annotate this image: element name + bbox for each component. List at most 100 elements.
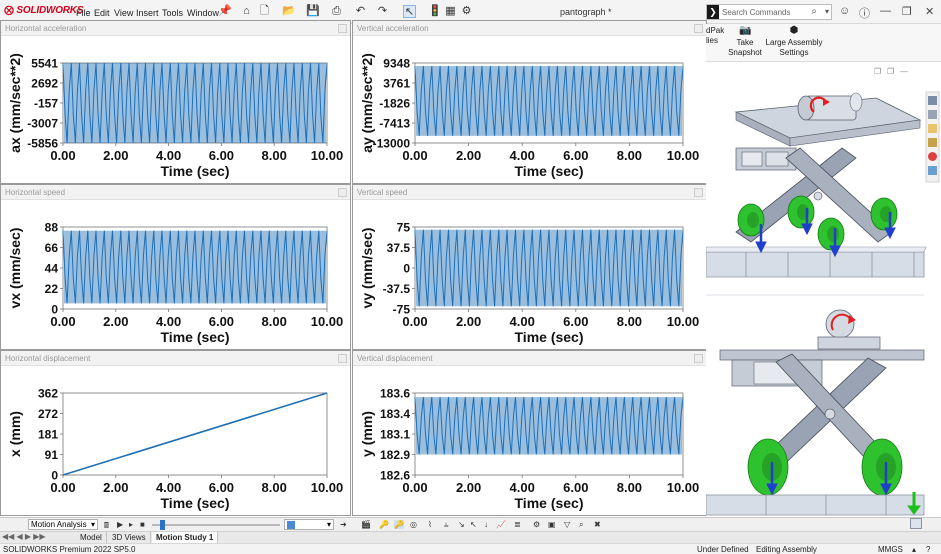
y-tick-label: 272 — [38, 407, 58, 421]
help-icon[interactable]: ⓘ — [859, 8, 870, 20]
unit-system[interactable]: MMGS — [878, 545, 903, 554]
playback-slider-thumb[interactable] — [160, 520, 165, 530]
plot-vertical-displacement[interactable]: Vertical displacement 0.00 2.00 4.00 6.00 8.… — [352, 350, 707, 516]
tab-scroll-icons[interactable]: ◀◀ ◀ ▶ ▶▶ — [2, 532, 46, 541]
undo-icon[interactable]: ↶ — [355, 5, 366, 17]
home-icon[interactable]: ⌂ — [243, 5, 250, 17]
plot-close-icon[interactable] — [338, 188, 347, 197]
user-icon[interactable]: ☺ — [839, 5, 851, 17]
options-gear-icon[interactable]: ⚙ — [461, 5, 472, 17]
plot-horizontal-speed[interactable]: Horizontal speed 0.00 2.00 4.00 6.00 8.00 10.… — [0, 184, 351, 350]
print-icon[interactable]: ⎙ — [332, 5, 341, 17]
force-icon[interactable]: ↘ — [458, 520, 465, 529]
y-tick-label: 0 — [51, 303, 58, 317]
wheel-4 — [870, 197, 898, 231]
menu-file[interactable]: File — [76, 8, 91, 18]
commandmanager-ribbon: dPak lies 📷 Take Snapshot ⬢ Large Assemb… — [706, 24, 941, 62]
y-tick-label: 182.6 — [380, 469, 410, 483]
collapse-icon[interactable]: ▣ — [548, 520, 556, 529]
x-tick-label: 8.00 — [617, 314, 642, 329]
gravity-icon[interactable]: ↓ — [484, 520, 488, 529]
large-assembly-settings-button[interactable]: ⬢ Large Assembly Settings — [765, 25, 823, 58]
motor-icon[interactable]: ◎ — [410, 520, 417, 529]
series-band — [416, 397, 682, 455]
plot-close-icon[interactable] — [694, 188, 703, 197]
search-icon[interactable]: ⌕ — [811, 6, 817, 17]
damper-icon[interactable]: ⫨ — [444, 520, 449, 529]
view-restore-icon: ❐ — [887, 67, 894, 76]
y-tick-label: -5856 — [27, 137, 58, 151]
y-tick-label: 182.9 — [380, 448, 410, 462]
zoom-icon[interactable]: ⌕ — [579, 520, 584, 529]
y-axis-label: x (mm) — [7, 411, 23, 457]
playback-speed-select[interactable]: ▾ — [284, 519, 334, 530]
results-plots-icon[interactable]: 📈 — [496, 520, 506, 529]
stop-icon[interactable]: ■ — [140, 520, 145, 529]
minimize-icon[interactable]: — — [880, 5, 891, 17]
new-document-icon[interactable]: 🗋 — [260, 5, 269, 17]
autokey-icon[interactable]: 🔑 — [379, 520, 389, 529]
graphics-area[interactable]: ❐ ❐ — — [705, 62, 941, 518]
search-mode-icon[interactable]: ❯ — [707, 5, 719, 19]
plot-close-icon[interactable] — [338, 354, 347, 363]
x-tick-label: 8.00 — [617, 148, 642, 163]
restore-icon[interactable]: ❐ — [902, 6, 912, 18]
custom-properties-icon — [928, 166, 937, 175]
x-tick-label: 0.00 — [50, 480, 75, 495]
spring-icon[interactable]: ⌇ — [428, 520, 432, 529]
filter-icon[interactable]: ▽ — [564, 520, 571, 529]
tab-motion-study-1[interactable]: Motion Study 1 — [152, 532, 219, 544]
close-icon[interactable]: ✕ — [925, 6, 935, 18]
menu-edit[interactable]: Edit — [94, 8, 110, 18]
plot-horizontal-displacement[interactable]: Horizontal displacement 0.00 2.00 4.00 6.00… — [0, 350, 351, 516]
x-tick-label: 0.00 — [402, 148, 427, 163]
plot-vertical-speed[interactable]: Vertical speed 0.00 2.00 4.00 6.00 8.00 10.00… — [352, 184, 707, 350]
add-update-key-icon[interactable]: 🔑 — [394, 520, 404, 529]
redo-icon[interactable]: ↷ — [377, 5, 388, 17]
plot-horizontal-acceleration[interactable]: Horizontal acceleration 0.00 2.00 4.00 6.00… — [0, 20, 351, 184]
plot-vertical-acceleration[interactable]: Vertical acceleration 0.00 2.00 4.00 6.00 8.… — [352, 20, 707, 184]
plot-close-icon[interactable] — [338, 24, 347, 33]
play-icon[interactable]: ▸ — [129, 520, 134, 529]
partial-ribbon-button[interactable]: dPak lies — [706, 26, 725, 45]
traffic-light-icon[interactable]: 🚦 — [428, 5, 442, 17]
chevron-up-icon[interactable]: ▴ — [912, 545, 917, 554]
contact-icon[interactable]: ↖ — [470, 520, 477, 529]
take-snapshot-button[interactable]: 📷 Take Snapshot — [728, 25, 762, 58]
select-pointer-icon[interactable]: ↖ — [403, 5, 416, 18]
menu-view[interactable]: View — [114, 8, 134, 18]
solidworks-logo[interactable]: ⨂ SOLIDWORKS — [4, 5, 84, 16]
timeline-toggle-icon[interactable] — [910, 518, 922, 529]
menu-insert[interactable]: Insert — [136, 8, 159, 18]
calculate-icon[interactable]: 🖩 — [104, 521, 109, 530]
file-properties-icon[interactable]: ▦ — [445, 5, 456, 17]
animation-wizard-icon[interactable]: 🎬 — [361, 520, 371, 529]
tab-model[interactable]: Model — [76, 532, 107, 544]
series-line — [62, 62, 328, 144]
save-icon[interactable]: 💾 — [306, 5, 320, 17]
menu-window[interactable]: Window — [187, 8, 220, 18]
results-icon[interactable]: ≣ — [514, 520, 521, 529]
zoom-out-icon[interactable]: ✖ — [594, 520, 601, 529]
play-from-start-icon[interactable]: ▶ — [117, 520, 124, 529]
tab-3d-views[interactable]: 3D Views — [108, 532, 151, 544]
search-input[interactable]: Search Commands — [722, 8, 791, 17]
view-minimize-icon: — — [900, 67, 908, 76]
search-commands[interactable]: ❯ Search Commands ⌕ ▾ — [706, 4, 832, 20]
plot-close-icon[interactable] — [694, 24, 703, 33]
appearances-icon — [928, 152, 937, 161]
help-status-icon[interactable]: ? — [926, 545, 931, 554]
save-animation-icon[interactable]: ➜ — [340, 520, 347, 529]
open-folder-icon[interactable]: 📂 — [282, 5, 296, 17]
pin-icon[interactable]: 📌 — [218, 5, 232, 17]
playback-slider[interactable] — [152, 524, 280, 526]
pantograph-model-view[interactable]: ❐ ❐ — — [705, 62, 941, 518]
x-axis-label: Time (sec) — [161, 163, 230, 179]
motion-study-properties-icon[interactable]: ⚙ — [533, 520, 541, 529]
menu-tools[interactable]: Tools — [162, 8, 184, 18]
study-type-select[interactable]: Motion Analysis ▾ — [28, 519, 98, 530]
x-tick-label: 4.00 — [156, 148, 181, 163]
plot-close-icon[interactable] — [694, 354, 703, 363]
chevron-down-icon[interactable]: ▾ — [824, 7, 829, 16]
wheel-2 — [787, 195, 815, 229]
